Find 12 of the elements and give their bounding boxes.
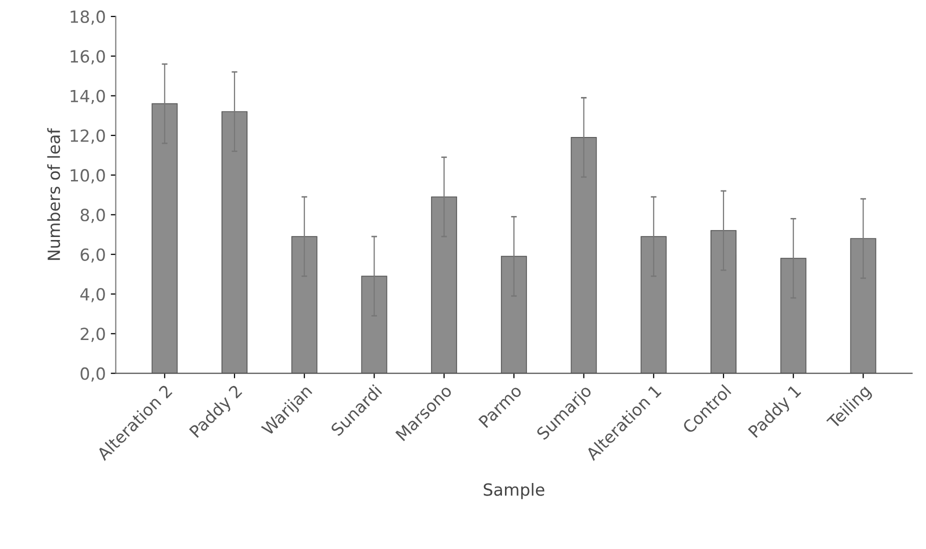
y-tick-label: 16,0: [70, 50, 105, 64]
y-tick-label: 2,0: [80, 328, 105, 342]
y-tick-label: 18,0: [70, 10, 105, 25]
y-axis-title: Numbers of leaf: [47, 128, 60, 260]
x-axis-title: Sample: [484, 482, 544, 500]
y-tick-label: 4,0: [80, 288, 105, 302]
y-tick-label: 14,0: [70, 90, 105, 104]
y-tick-label: 6,0: [80, 248, 105, 263]
y-tick-label: 8,0: [80, 208, 105, 223]
y-tick-label: 12,0: [70, 129, 105, 144]
y-tick-label: 0,0: [80, 367, 105, 382]
y-tick-label: 10,0: [70, 169, 105, 184]
